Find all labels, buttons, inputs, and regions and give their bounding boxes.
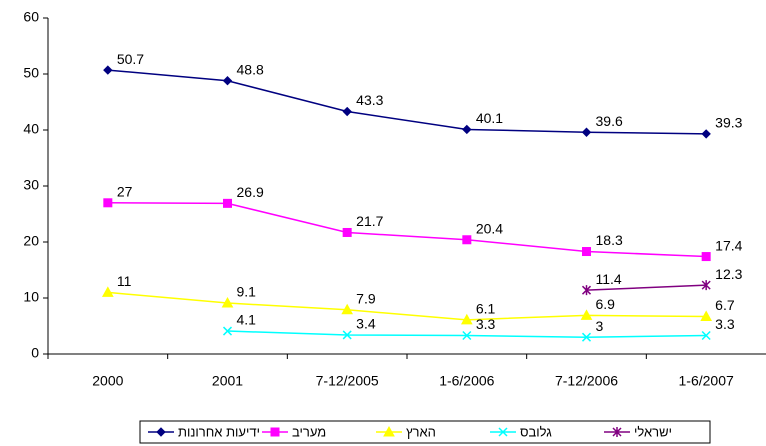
data-point xyxy=(342,106,352,117)
series-line xyxy=(107,291,707,321)
series-line xyxy=(586,284,707,291)
data-point xyxy=(222,326,233,336)
data-label: 6.1 xyxy=(476,301,496,317)
legend-label: ידיעות אחרונות xyxy=(178,424,260,439)
data-point xyxy=(701,129,711,139)
data-point xyxy=(581,285,592,296)
data-label: 11.4 xyxy=(596,271,622,287)
data-point xyxy=(580,309,593,320)
data-point xyxy=(701,252,711,262)
data-label: 6.9 xyxy=(596,296,616,312)
legend-marker xyxy=(156,427,166,437)
data-point xyxy=(103,198,113,208)
x-tick-label: 1-6/2007 xyxy=(679,373,734,389)
data-point xyxy=(462,330,472,341)
data-label: 3 xyxy=(596,318,604,334)
data-label: 21.7 xyxy=(356,213,383,229)
data-label: 20.4 xyxy=(476,220,503,236)
data-point xyxy=(342,330,352,340)
data-point xyxy=(223,198,232,208)
y-tick-label: 10 xyxy=(23,289,39,305)
y-tick-label: 20 xyxy=(23,233,39,249)
data-label: 18.3 xyxy=(596,232,623,248)
legend-label: ישראלי xyxy=(634,424,672,439)
legend-label: מעריב xyxy=(292,424,326,439)
data-point xyxy=(222,76,233,86)
data-point xyxy=(462,235,472,245)
data-point xyxy=(700,310,713,321)
legend-box xyxy=(139,420,711,444)
x-tick-label: 1-6/2006 xyxy=(439,373,494,389)
legend-marker xyxy=(498,427,508,437)
legend-marker xyxy=(383,425,395,437)
data-point xyxy=(460,313,473,325)
x-tick-label: 7-12/2005 xyxy=(316,373,379,389)
data-point xyxy=(581,127,592,137)
data-point xyxy=(221,297,234,308)
y-tick-label: 50 xyxy=(23,65,39,81)
data-point xyxy=(342,227,352,237)
data-point xyxy=(103,65,113,75)
data-point xyxy=(101,286,114,297)
data-label: 17.4 xyxy=(715,237,742,253)
data-label: 7.9 xyxy=(356,290,376,306)
legend-label: גלובס xyxy=(520,424,552,439)
data-label: 11 xyxy=(117,273,132,289)
data-label: 12.3 xyxy=(715,266,742,282)
legend-marker xyxy=(612,427,622,437)
data-label: 3.3 xyxy=(476,316,496,332)
data-label: 39.3 xyxy=(715,115,742,131)
data-label: 4.1 xyxy=(237,312,257,328)
x-tick-label: 2001 xyxy=(212,373,243,389)
y-tick-label: 40 xyxy=(23,121,39,137)
y-tick-label: 60 xyxy=(23,9,39,25)
legend-marker xyxy=(270,427,280,437)
x-tick-label: 7-12/2006 xyxy=(555,373,618,389)
series-line xyxy=(107,69,707,135)
data-point xyxy=(462,124,472,135)
data-point xyxy=(701,330,711,341)
series-line xyxy=(107,202,707,258)
data-label: 48.8 xyxy=(237,61,264,77)
data-point xyxy=(581,332,592,342)
y-tick-label: 30 xyxy=(23,177,39,193)
data-label: 3.3 xyxy=(715,316,735,332)
data-label: 50.7 xyxy=(117,51,144,67)
legend-label: הארץ xyxy=(406,424,436,439)
y-tick-label: 0 xyxy=(31,345,39,361)
data-label: 27 xyxy=(117,184,133,200)
data-point xyxy=(701,280,711,291)
data-label: 43.3 xyxy=(356,92,383,108)
data-label: 26.9 xyxy=(237,184,264,200)
x-tick-label: 2000 xyxy=(92,373,123,389)
data-label: 9.1 xyxy=(237,284,257,300)
data-label: 6.7 xyxy=(715,297,735,313)
data-label: 3.4 xyxy=(356,316,376,332)
data-label: 39.6 xyxy=(596,113,623,129)
data-label: 40.1 xyxy=(476,110,503,126)
data-point xyxy=(582,247,591,257)
data-point xyxy=(341,303,354,315)
